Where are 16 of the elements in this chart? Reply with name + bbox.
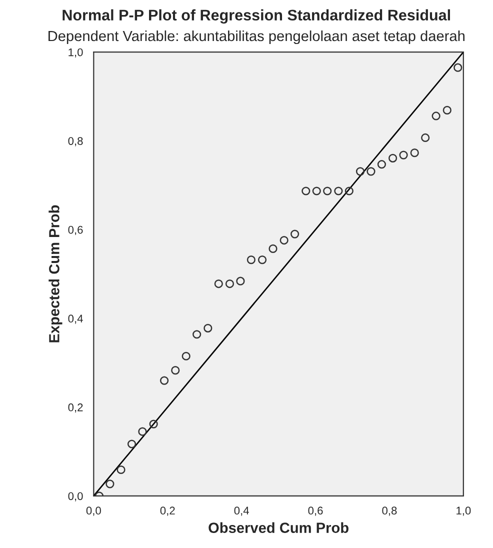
x-tick-label: 0,8 [382, 506, 397, 516]
y-tick-label: 0,6 [68, 226, 83, 236]
x-tick-label: 0,2 [160, 506, 175, 516]
x-tick-label: 0,0 [86, 506, 101, 516]
y-tick-label: 0,4 [68, 314, 83, 324]
chart-title: Normal P-P Plot of Regression Standardized Residual [62, 9, 450, 24]
chart-subtitle: Dependent Variable: akuntabilitas pengelolaan aset tetap daerah [48, 30, 464, 44]
x-axis-title: Observed Cum Prob [208, 522, 348, 533]
x-tick-label: 0,4 [234, 506, 249, 516]
y-tick-label: 0,2 [68, 403, 83, 413]
y-tick-label: 0,0 [68, 492, 83, 502]
y-tick-label: 1,0 [68, 48, 83, 58]
x-tick-label: 0,6 [308, 506, 323, 516]
x-tick-label: 1,0 [456, 506, 471, 516]
y-axis-title: Expected Cum Prob [48, 205, 62, 342]
y-tick-label: 0,8 [68, 137, 83, 146]
